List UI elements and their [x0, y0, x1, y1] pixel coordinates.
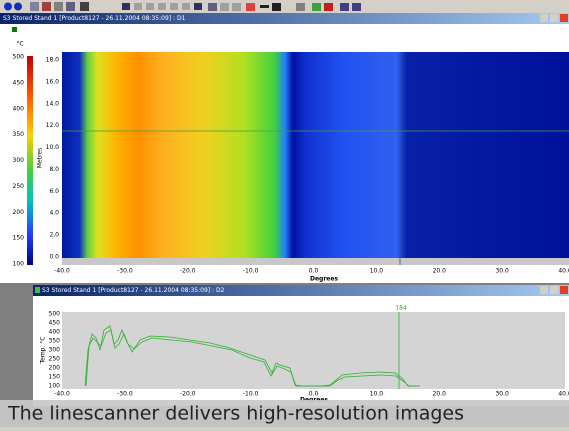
colorbar-tick-label: 150	[13, 235, 25, 242]
y-tick-label: 16.0	[46, 78, 60, 85]
x-tick-label: -40.0	[54, 268, 70, 275]
x-tick-label: -20.0	[180, 268, 196, 275]
caption-bar	[0, 400, 569, 427]
colorbar-unit: °C	[16, 41, 23, 48]
marker-label: 184	[395, 305, 407, 312]
maximize-button[interactable]	[550, 14, 558, 22]
toolbar-icons[interactable]	[4, 2, 361, 11]
y-tick-label: 12.0	[46, 122, 60, 129]
x-tick-label: 30.0	[495, 268, 509, 275]
x-tick-label: 20.0	[433, 391, 447, 398]
toolbar	[0, 0, 569, 13]
y-tick-label: 450	[49, 320, 61, 327]
colorbar-tick-label: 250	[13, 183, 25, 190]
heatmap	[62, 52, 569, 259]
x-tick-label: 0.0	[309, 391, 319, 398]
x-axis-label: Degrees	[310, 276, 338, 283]
y-tick-label: 18.0	[46, 57, 60, 64]
x-tick-label: 20.0	[433, 268, 447, 275]
y-tick-label: 10.0	[46, 144, 60, 151]
y-tick-label: 100	[49, 383, 61, 390]
y-tick-label: 150	[49, 374, 61, 381]
minimize-button[interactable]	[540, 14, 548, 22]
scroll-strip	[62, 258, 569, 265]
colorbar	[27, 56, 33, 265]
y-axis-label: Metres	[37, 148, 44, 168]
y-tick-label: 350	[49, 338, 61, 345]
temperature-profile	[84, 325, 420, 387]
title-bar	[33, 285, 569, 296]
y-tick-label: 14.0	[46, 100, 60, 107]
x-tick-label: -30.0	[117, 391, 133, 398]
maximize-button[interactable]	[550, 286, 558, 294]
close-button[interactable]	[560, 286, 568, 294]
x-tick-label: -30.0	[117, 268, 133, 275]
x-tick-label: -40.0	[54, 391, 70, 398]
status-square	[12, 27, 17, 32]
x-tick-label: -10.0	[243, 268, 259, 275]
y-tick-label: 500	[49, 311, 61, 318]
window-title: S3 Stored Stand 1 [Product8127 - 26.11.2…	[3, 15, 186, 22]
y-tick-label: 400	[49, 329, 61, 336]
y-tick-label: 2.0	[49, 232, 59, 239]
y-tick-label: 6.0	[49, 188, 59, 195]
x-tick-label: 10.0	[370, 268, 384, 275]
y-tick-label: 200	[49, 365, 61, 372]
close-button[interactable]	[560, 14, 568, 22]
x-tick-label: 0.0	[309, 268, 319, 275]
colorbar-tick-label: 200	[13, 209, 25, 216]
x-tick-label: 40.0	[558, 268, 569, 275]
x-tick-label: 30.0	[495, 391, 509, 398]
y-tick-label: 300	[49, 347, 61, 354]
x-tick-label: -20.0	[180, 391, 196, 398]
caption: The linescanner delivers high-resolution…	[7, 403, 464, 425]
y-tick-label: 250	[49, 356, 61, 363]
title-bar	[0, 13, 569, 24]
x-tick-label: 40.0	[558, 391, 569, 398]
y-axis-label: Temp. °C	[40, 337, 47, 365]
x-tick-label: -10.0	[243, 391, 259, 398]
colorbar-tick-label: 300	[13, 157, 25, 164]
colorbar-tick-label: 100	[13, 261, 25, 268]
y-tick-label: 8.0	[49, 166, 59, 173]
minimize-button[interactable]	[540, 286, 548, 294]
colorbar-tick-label: 450	[13, 79, 25, 86]
x-tick-label: 10.0	[370, 391, 384, 398]
window-title: S3 Stored Stand 1 [Product8127 - 26.11.2…	[42, 287, 225, 294]
y-tick-label: 0.0	[49, 254, 59, 261]
colorbar-tick-label: 500	[13, 54, 25, 61]
colorbar-tick-label: 350	[13, 131, 25, 138]
y-tick-label: 4.0	[49, 210, 59, 217]
window-icon	[35, 287, 40, 293]
colorbar-tick-label: 400	[13, 105, 25, 112]
plot-area	[62, 312, 565, 389]
